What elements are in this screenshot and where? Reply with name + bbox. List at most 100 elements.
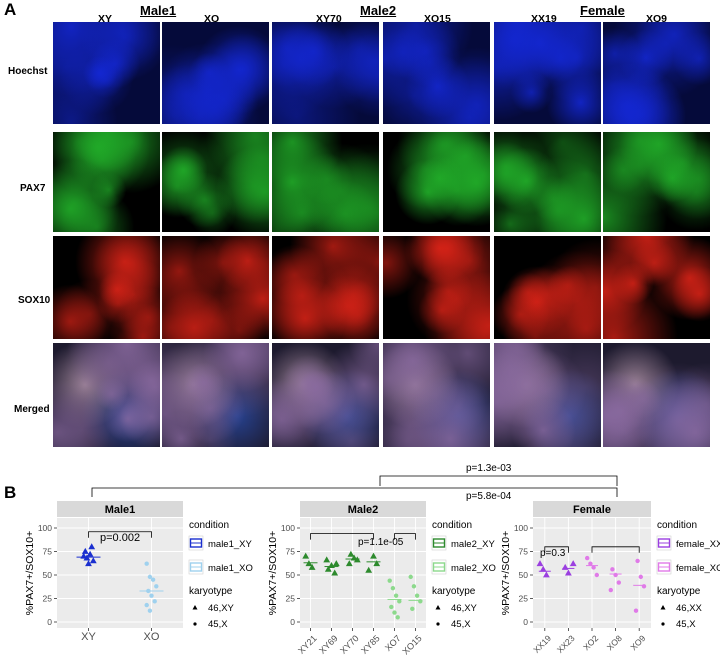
data-point	[147, 574, 153, 580]
group-label-male1: Male1	[140, 3, 177, 18]
data-point	[395, 615, 400, 620]
comparison-bracket	[394, 533, 416, 540]
micro-tile-hoechst-xo15	[383, 22, 490, 124]
legend-label-condition: male2_XO	[451, 563, 496, 574]
legend-marker-triangle	[435, 605, 441, 610]
legend-label-condition: female_XO	[676, 563, 720, 574]
data-point	[347, 550, 355, 557]
micro-tile-pax7-xy70	[272, 132, 379, 232]
y-tick-label: 25	[519, 594, 529, 604]
y-tick-label: 0	[47, 617, 52, 627]
data-point	[397, 599, 402, 604]
group-label-female: Female	[580, 3, 625, 18]
micro-tile-pax7-xo9	[603, 132, 710, 232]
y-axis-label: %PAX7+/SOX10+	[24, 531, 36, 615]
legend-label-karyotype: 45,X	[451, 619, 471, 630]
row-label-pax7: PAX7	[20, 183, 46, 194]
row-label-hoechst: Hoechst	[8, 66, 48, 77]
legend-marker-circle	[661, 622, 665, 626]
data-point	[86, 550, 94, 557]
p-value-label: p=0.002	[100, 532, 140, 544]
x-tick-label: XY69	[317, 633, 340, 655]
bracket-line-1	[379, 475, 618, 486]
micro-tile-sox10-xo9	[603, 236, 710, 339]
micro-tile-merged-xo9	[603, 343, 710, 447]
micro-tile-hoechst-xy70	[272, 22, 379, 124]
data-point	[331, 569, 339, 576]
row-label-sox10: SOX10	[18, 295, 51, 306]
micro-tile-pax7-xo	[162, 132, 269, 232]
y-tick-label: 50	[286, 570, 296, 580]
data-point	[610, 567, 615, 572]
micro-tile-hoechst-xy	[53, 22, 160, 124]
legend-label-karyotype: 45,X	[208, 619, 228, 630]
facet-strip	[57, 501, 183, 517]
y-axis-label: %PAX7+/SOX10+	[500, 531, 512, 615]
micro-tile-sox10-xx19	[494, 236, 601, 339]
data-point	[536, 560, 544, 567]
legend-label-condition: male1_XO	[208, 563, 253, 574]
legend-marker-circle	[193, 622, 197, 626]
data-point	[569, 560, 577, 567]
x-tick-label: XY70	[338, 633, 361, 655]
data-point	[390, 585, 396, 591]
data-point	[608, 587, 613, 593]
legend-marker-triangle	[660, 605, 666, 610]
y-tick-label: 0	[523, 617, 528, 627]
micro-tile-merged-xy	[53, 343, 160, 447]
data-point	[144, 561, 149, 566]
data-point	[638, 574, 643, 580]
y-tick-label: 50	[519, 570, 529, 580]
group-label-male2: Male2	[360, 3, 397, 18]
legend-title-karyotype: karyotype	[657, 586, 701, 597]
data-point	[144, 602, 149, 608]
facet-title: Female	[573, 504, 611, 516]
y-tick-label: 100	[38, 523, 52, 533]
x-tick-label: XO	[144, 631, 160, 643]
micro-tile-pax7-xx19	[494, 132, 601, 232]
y-tick-label: 75	[519, 547, 529, 557]
y-tick-label: 75	[43, 547, 53, 557]
p-value-label: p=1.1e-05	[358, 537, 404, 548]
data-point	[393, 593, 399, 598]
data-point	[594, 572, 599, 578]
data-point	[591, 565, 596, 570]
micro-tile-hoechst-xo9	[603, 22, 710, 124]
data-point	[324, 565, 332, 572]
data-point	[539, 565, 547, 572]
comparison-bracket	[88, 531, 152, 538]
x-tick-label: XO2	[581, 633, 600, 652]
micro-tile-hoechst-xo	[162, 22, 269, 124]
legend-label-karyotype: 45,X	[676, 619, 696, 630]
x-tick-label: XY	[81, 631, 96, 643]
y-tick-label: 25	[286, 594, 296, 604]
facet-title: Male2	[348, 504, 379, 516]
data-point	[365, 566, 373, 573]
y-tick-label: 25	[43, 594, 53, 604]
micro-tile-sox10-xy	[53, 236, 160, 339]
micro-tile-sox10-xo15	[383, 236, 490, 339]
legend-marker-circle	[436, 622, 440, 626]
data-point	[392, 610, 397, 615]
legend-marker-triangle	[192, 605, 198, 610]
data-point	[370, 552, 377, 559]
data-point	[345, 560, 353, 567]
chart-female: Female 0 25 50 75 100 XX19 XX23 XO2 XO8 XO9 %PAX7+/…	[500, 501, 720, 655]
bracket-label-2: p=5.8e-04	[466, 491, 512, 502]
legend-label-karyotype: 46,XY	[208, 603, 235, 614]
comparison-bracket	[310, 533, 374, 540]
legend-label-karyotype: 46,XY	[451, 603, 478, 614]
micro-tile-sox10-xy70	[272, 236, 379, 339]
data-point	[149, 593, 154, 598]
facet-strip	[300, 501, 426, 517]
p-value-label: p=0.3	[540, 548, 566, 559]
data-point	[565, 569, 572, 576]
legend-label-condition: male1_XY	[208, 539, 252, 550]
data-point	[373, 560, 381, 567]
data-point	[332, 560, 340, 567]
legend-title-karyotype: karyotype	[432, 586, 476, 597]
y-tick-label: 100	[514, 523, 528, 533]
micro-tile-merged-xy70	[272, 343, 379, 447]
